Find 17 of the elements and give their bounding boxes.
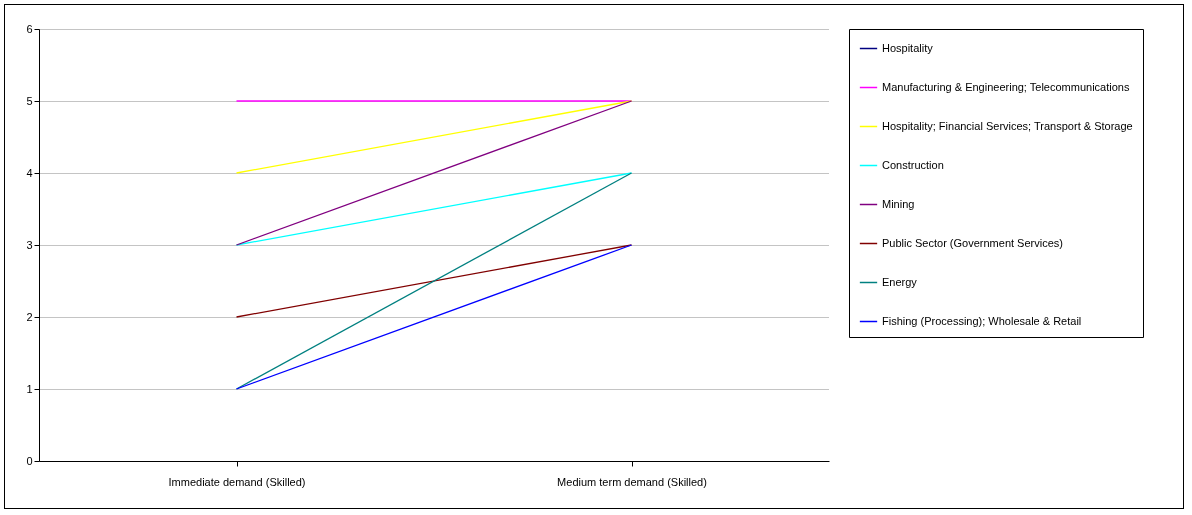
y-tick-label: 6 (26, 22, 33, 35)
legend-label: Construction (882, 158, 944, 171)
y-tick-label: 4 (26, 166, 33, 179)
y-tick-label: 5 (26, 94, 33, 107)
legend-label: Manufacturing & Engineering; Telecommunications (882, 80, 1130, 93)
legend-label: Hospitality; Financial Services; Transport & Storage (882, 119, 1133, 132)
legend-label: Public Sector (Government Services) (882, 236, 1063, 249)
x-tick-label: Medium term demand (Skilled) (557, 475, 707, 488)
legend-label: Mining (882, 197, 915, 210)
y-tick-label: 1 (26, 382, 33, 395)
legend-label: Fishing (Processing); Wholesale & Retail (882, 314, 1082, 327)
y-tick-label: 3 (26, 238, 33, 251)
y-tick-label: 2 (26, 310, 33, 323)
y-tick-label: 0 (26, 454, 33, 467)
x-tick-label: Immediate demand (Skilled) (168, 475, 306, 488)
legend-label: Hospitality (882, 41, 934, 54)
legend-label: Energy (882, 275, 918, 288)
